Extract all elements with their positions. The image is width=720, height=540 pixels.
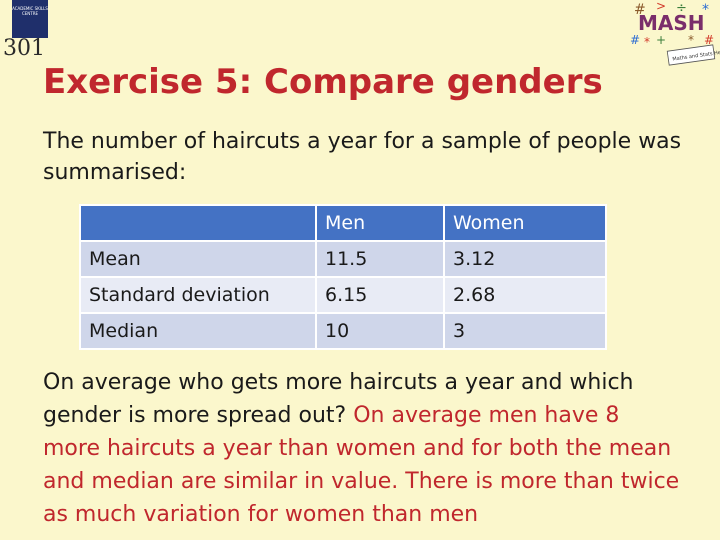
slide-title: Exercise 5: Compare genders [43, 62, 603, 102]
table-row: Mean 11.5 3.12 [79, 240, 607, 278]
svg-text:+: + [656, 33, 666, 47]
table-row: Standard deviation 6.15 2.68 [79, 276, 607, 314]
men-value: 11.5 [315, 240, 445, 278]
logo-badge: ACADEMIC SKILLS CENTRE [12, 0, 48, 38]
svg-text:*: * [644, 35, 650, 49]
women-value: 3 [443, 312, 607, 350]
svg-text:*: * [702, 2, 709, 18]
answer-text: On average men have 8 more haircuts a ye… [43, 403, 680, 527]
svg-text:*: * [688, 33, 694, 47]
table-header-row: Men Women [79, 204, 607, 242]
row-label: Median [79, 312, 317, 350]
women-value: 2.68 [443, 276, 607, 314]
table-header-cell [79, 204, 317, 242]
svg-text:#: # [630, 33, 640, 47]
svg-text:>: > [656, 0, 666, 13]
svg-text:÷: ÷ [676, 1, 687, 16]
mash-logo: # > ÷ * MASH # * + * # Maths and Stats H… [630, 0, 720, 66]
intro-text: The number of haircuts a year for a samp… [43, 129, 682, 185]
table-header-men: Men [315, 204, 445, 242]
men-value: 6.15 [315, 276, 445, 314]
row-label: Mean [79, 240, 317, 278]
table-row: Median 10 3 [79, 312, 607, 350]
row-label: Standard deviation [79, 276, 317, 314]
logo-badge-text: ACADEMIC SKILLS CENTRE [12, 6, 48, 16]
question-text: On average who gets more haircuts a year… [43, 370, 634, 428]
svg-text:#: # [704, 33, 714, 47]
svg-text:#: # [634, 2, 646, 18]
table-header-women: Women [443, 204, 607, 242]
question-paragraph: On average who gets more haircuts a year… [43, 366, 683, 531]
summary-table: Men Women Mean 11.5 3.12 Standard deviat… [79, 204, 607, 350]
women-value: 3.12 [443, 240, 607, 278]
logo-number: 301 [3, 36, 45, 61]
mash-logo-text: MASH [638, 11, 705, 35]
men-value: 10 [315, 312, 445, 350]
university-logo: ACADEMIC SKILLS CENTRE 301 [0, 0, 60, 62]
